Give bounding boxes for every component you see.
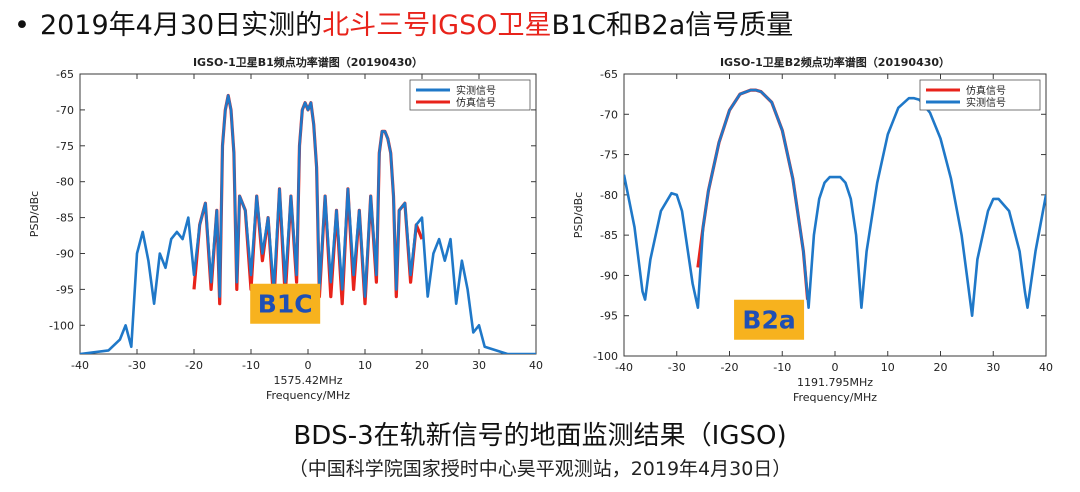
legend-box — [919, 79, 1041, 111]
legend-label: 实测信号 — [456, 84, 496, 97]
figure-caption: BDS-3在轨新信号的地面监测结果（IGSO) — [293, 421, 787, 451]
x-tick-label: 0 — [832, 361, 839, 374]
legend-label: 仿真信号 — [966, 84, 1006, 97]
signal-badge-label: B2a — [742, 306, 795, 335]
chart-title: IGSO-1卫星B2频点功率谱图（20190430） — [720, 55, 950, 69]
y-tick-label: -65 — [56, 68, 74, 81]
y-tick-label: -85 — [600, 229, 618, 242]
y-axis-label: PSD/dBc — [28, 191, 41, 237]
x-tick-label: 30 — [472, 359, 486, 372]
y-tick-label: -100 — [49, 319, 74, 332]
signal-badge-label: B1C — [258, 290, 313, 319]
headline-prefix: 2019年4月30日实测的 — [39, 10, 323, 41]
series-line-measured — [624, 88, 1046, 318]
center-frequency-label: 1575.42MHz — [273, 374, 342, 387]
x-tick-label: -40 — [615, 361, 633, 374]
headline-highlight: 北斗三号IGSO卫星 — [322, 10, 552, 41]
x-tick-label: -20 — [185, 359, 203, 372]
y-tick-label: -85 — [56, 212, 74, 225]
x-tick-label: 10 — [358, 359, 372, 372]
x-tick-label: -10 — [242, 359, 260, 372]
y-tick-label: -70 — [56, 104, 74, 117]
headline: • 2019年4月30日实测的北斗三号IGSO卫星B1C和B2a信号质量 — [14, 6, 793, 46]
x-tick-label: -10 — [773, 361, 791, 374]
x-tick-label: 20 — [934, 361, 948, 374]
x-tick-label: -20 — [721, 361, 739, 374]
y-tick-label: -75 — [600, 149, 618, 162]
y-tick-label: -70 — [600, 108, 618, 121]
x-tick-label: -30 — [128, 359, 146, 372]
signal-badge — [734, 299, 805, 340]
headline-suffix: B1C和B2a信号质量 — [551, 10, 794, 41]
y-tick-label: -75 — [56, 140, 74, 153]
spectrum-charts: IGSO-1卫星B1频点功率谱图（20190430） -65 -70 -75 -80 -8… — [28, 55, 1053, 404]
y-tick-label: -80 — [600, 189, 618, 202]
x-tick-label: 40 — [1039, 361, 1053, 374]
y-tick-label: -100 — [593, 350, 618, 363]
x-axis-label: Frequency/MHz — [793, 391, 877, 404]
series-line-measured — [80, 94, 536, 354]
y-tick-label: -90 — [56, 247, 74, 260]
chart-2: IGSO-1卫星B2频点功率谱图（20190430） -65 -70 -75 -80 -8… — [572, 55, 1053, 404]
legend-label: 实测信号 — [966, 96, 1006, 109]
y-tick-label: -80 — [56, 176, 74, 189]
x-tick-label: 20 — [415, 359, 429, 372]
figure-subcaption: （中国科学院国家授时中心昊平观测站，2019年4月30日） — [288, 458, 792, 480]
signal-badge — [250, 283, 321, 324]
y-tick-label: -95 — [600, 310, 618, 323]
legend-label: 仿真信号 — [456, 96, 496, 109]
x-tick-label: 0 — [305, 359, 312, 372]
y-axis-label: PSD/dBc — [572, 192, 585, 238]
legend-box — [409, 79, 531, 111]
plot-frame — [623, 73, 1047, 357]
headline-bullet: • — [14, 10, 30, 41]
center-frequency-label: 1191.795MHz — [797, 376, 873, 389]
chart-1: IGSO-1卫星B1频点功率谱图（20190430） -65 -70 -75 -80 -8… — [28, 55, 543, 402]
y-tick-label: -90 — [600, 269, 618, 282]
x-tick-label: -30 — [668, 361, 686, 374]
x-axis-label: Frequency/MHz — [266, 389, 350, 402]
x-tick-label: 40 — [529, 359, 543, 372]
chart-title: IGSO-1卫星B1频点功率谱图（20190430） — [193, 55, 423, 69]
x-tick-label: -40 — [71, 359, 89, 372]
x-tick-label: 30 — [986, 361, 1000, 374]
y-tick-label: -95 — [56, 283, 74, 296]
y-tick-label: -65 — [600, 68, 618, 81]
x-tick-label: 10 — [881, 361, 895, 374]
